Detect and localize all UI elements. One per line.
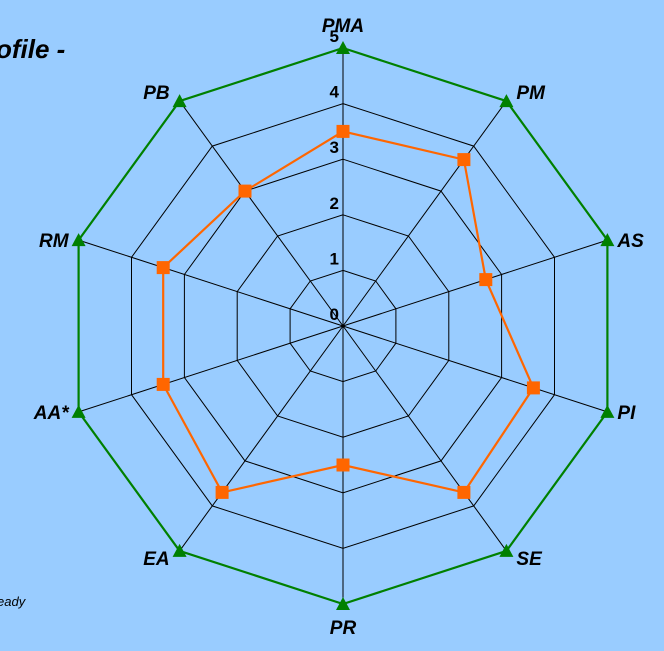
spoke-pb bbox=[179, 100, 344, 327]
series-2-point-se bbox=[457, 485, 471, 499]
spoke-pm bbox=[342, 100, 507, 327]
series-2-point-pma bbox=[336, 124, 350, 138]
series-1-point-pb bbox=[172, 94, 187, 108]
series-2-point-pm bbox=[457, 153, 471, 167]
series-1-point-pi bbox=[600, 404, 615, 418]
tick-label-0: 0 bbox=[330, 305, 339, 324]
axis-label-pm: PM bbox=[516, 83, 546, 104]
radar-spokes bbox=[78, 48, 608, 604]
axis-label-pi: PI bbox=[617, 403, 636, 424]
series-1-point-pm bbox=[499, 94, 514, 108]
axis-label-rm: RM bbox=[39, 231, 70, 252]
series-1-point-as bbox=[600, 233, 615, 247]
series-2-point-pi bbox=[526, 381, 540, 395]
series-2-point-ea bbox=[215, 485, 229, 499]
series-1-point-aa bbox=[71, 404, 86, 418]
radar-tick-labels: 0 1 2 3 4 5 bbox=[330, 27, 340, 324]
series-1-point-pr bbox=[336, 597, 350, 610]
radar-axis-labels: PMA PM AS PI SE PR EA AA* RM PB bbox=[33, 16, 644, 639]
series-1-point-ea bbox=[172, 543, 187, 557]
axis-label-se: SE bbox=[516, 549, 543, 570]
series-2-point-pr bbox=[336, 458, 350, 472]
axis-label-ea: EA bbox=[143, 549, 169, 570]
tick-label-1: 1 bbox=[330, 249, 339, 268]
footnote-fragment: eady bbox=[0, 594, 27, 609]
tick-label-5: 5 bbox=[330, 27, 339, 46]
spoke-pi bbox=[342, 325, 608, 413]
series-2-point-pb bbox=[238, 184, 252, 198]
series-1-point-pma bbox=[336, 41, 350, 54]
series-2-point-aa bbox=[156, 377, 170, 391]
series-2-point-as bbox=[479, 273, 493, 287]
series-1-point-se bbox=[499, 543, 514, 557]
spoke-ea bbox=[179, 325, 344, 552]
chart-title-fragment: ofile - bbox=[0, 34, 65, 64]
axis-label-as: AS bbox=[616, 231, 644, 252]
spoke-se bbox=[342, 325, 507, 552]
tick-label-2: 2 bbox=[330, 194, 339, 213]
spoke-aa bbox=[78, 325, 344, 413]
axis-label-pb: PB bbox=[143, 83, 170, 104]
spoke-as bbox=[342, 239, 608, 327]
series-2-point-rm bbox=[156, 261, 170, 275]
tick-label-4: 4 bbox=[330, 83, 340, 102]
radar-series bbox=[71, 41, 615, 610]
axis-label-aa: AA* bbox=[33, 403, 70, 424]
axis-label-pma: PMA bbox=[322, 16, 364, 37]
series-line-2 bbox=[162, 130, 535, 494]
tick-label-3: 3 bbox=[330, 138, 339, 157]
series-1-point-rm bbox=[71, 233, 86, 247]
axis-label-pr: PR bbox=[330, 618, 357, 639]
spoke-rm bbox=[78, 239, 344, 327]
